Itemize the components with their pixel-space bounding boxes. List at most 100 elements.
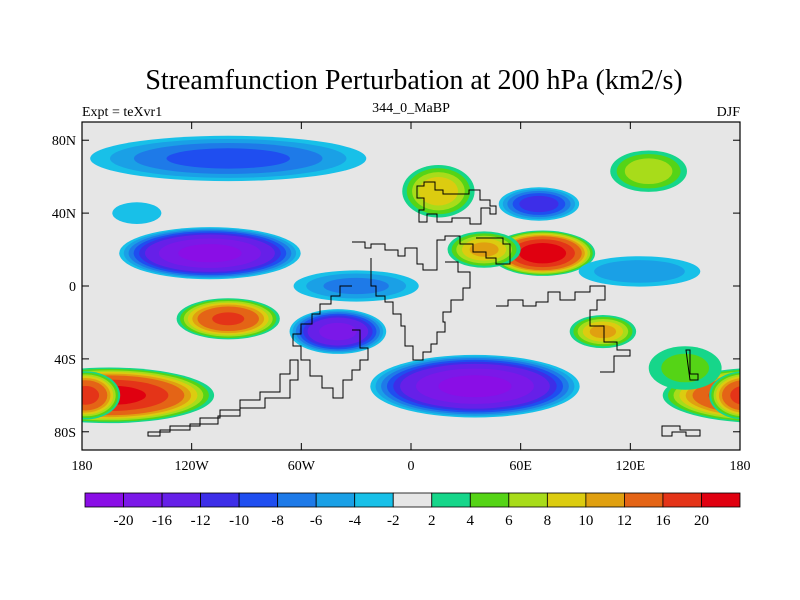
colorbar-swatch <box>200 492 240 508</box>
colorbar-swatch <box>315 492 356 508</box>
contour-band <box>624 158 673 185</box>
colorbar-swatch <box>662 492 702 508</box>
contour-feature-low-arctic <box>90 135 800 182</box>
coastline-antarctica <box>147 359 299 437</box>
colorbar-swatch <box>123 492 163 508</box>
x-tick-label: 180 <box>72 459 93 474</box>
colorbar-label: 6 <box>505 513 513 529</box>
x-tick-label: 60W <box>288 459 316 474</box>
contour-band <box>438 375 512 398</box>
contour-band <box>323 277 389 295</box>
colorbar-swatch <box>161 492 201 508</box>
plot-area <box>81 121 800 451</box>
colorbar-swatch <box>624 492 664 508</box>
x-tick-label: 120E <box>616 459 646 474</box>
colorbar: -20 -16 -12 -10 -8 -6 -4 -2 2 4 6 8 10 12 16 20 <box>84 492 741 529</box>
contour-band <box>661 353 710 383</box>
colorbar-swatch <box>354 492 394 508</box>
colorbar-swatch <box>84 492 124 508</box>
contour-feature-low-north-atlantic <box>112 202 162 224</box>
contour-band <box>212 312 245 326</box>
coastline-asia-indian <box>496 285 631 373</box>
contour-feature-low-central-asia <box>498 187 580 221</box>
contour-band <box>519 243 567 264</box>
contour-feature-high-se-pacific <box>176 298 280 340</box>
colorbar-swatch <box>238 492 279 508</box>
colorbar-label: -2 <box>387 513 400 529</box>
colorbar-swatch <box>585 492 625 508</box>
contour-feature-low-west-pacific <box>578 256 701 287</box>
contour-feature-high-indian-ocean <box>569 314 637 349</box>
y-tick-label: 80S <box>54 426 76 441</box>
contour-band <box>418 177 459 206</box>
colorbar-label: -8 <box>271 513 284 529</box>
coastline-north-africa-europe <box>352 235 511 271</box>
contour-feature-low-south-atlantic <box>370 354 580 418</box>
colorbar-label: 16 <box>655 513 671 529</box>
contour-feature-low-north-pacific <box>119 227 301 280</box>
contour-band <box>730 386 740 405</box>
center-label: 344_0_MaBP <box>372 101 450 116</box>
coastline-south-america <box>292 285 369 399</box>
coastline-nz <box>685 349 699 381</box>
coastline-layer <box>147 181 701 437</box>
y-tick-label: 40N <box>52 207 76 222</box>
contour-feature-high-siberia <box>610 150 687 192</box>
contour-band <box>748 136 800 181</box>
y-tick-label: 0 <box>69 280 76 295</box>
colorbar-label: 20 <box>694 513 709 529</box>
contour-band <box>319 322 357 341</box>
x-axis: 180 120W 60W 0 60E 120E 180 <box>72 122 751 474</box>
contour-band <box>178 244 242 263</box>
colorbar-label: -10 <box>229 513 249 529</box>
colorbar-label: -4 <box>348 513 361 529</box>
contour-band <box>594 260 685 283</box>
colorbar-swatch <box>508 492 548 508</box>
right-label: DJF <box>717 105 741 120</box>
colorbar-label: 8 <box>544 513 552 529</box>
contour-feature-high-east-pacific <box>648 346 722 390</box>
contour-band <box>721 380 740 411</box>
colorbar-label: 10 <box>578 513 593 529</box>
colorbar-swatch <box>469 492 510 508</box>
contour-feature-low-south-america <box>289 309 387 354</box>
contour-fill-layer <box>82 135 800 424</box>
contour-band <box>469 242 499 257</box>
contour-band <box>768 139 800 178</box>
coastline-europe <box>416 181 497 225</box>
colorbar-swatch <box>392 492 433 508</box>
x-tick-label: 120W <box>175 459 210 474</box>
contour-band <box>82 385 100 405</box>
y-tick-label: 80N <box>52 134 76 149</box>
colorbar-label: 2 <box>428 513 436 529</box>
chart-title: Streamfunction Perturbation at 200 hPa (… <box>145 65 682 96</box>
contour-band <box>519 195 559 213</box>
y-tick-label: 40S <box>54 353 76 368</box>
colorbar-swatch <box>431 492 471 508</box>
contour-band <box>589 324 617 339</box>
x-tick-label: 0 <box>408 459 415 474</box>
contour-feature-low-tropics <box>293 270 419 302</box>
colorbar-label: 12 <box>617 513 632 529</box>
x-tick-label: 60E <box>509 459 532 474</box>
colorbar-label: -12 <box>191 513 211 529</box>
colorbar-swatch <box>277 492 317 508</box>
left-label: Expt = teXvr1 <box>82 105 162 120</box>
colorbar-label: 4 <box>467 513 475 529</box>
contour-feature-high-mediterranean <box>402 165 475 218</box>
coastline-africa <box>370 258 471 361</box>
contour-band <box>166 148 290 169</box>
coastline-australia <box>661 425 701 437</box>
x-tick-label: 180 <box>730 459 751 474</box>
y-axis: 80N 40N 0 40S 80S <box>52 134 740 441</box>
contour-feature-high-far-east <box>82 371 740 420</box>
colorbar-label: -6 <box>310 513 323 529</box>
colorbar-swatch <box>701 492 741 508</box>
contour-band <box>792 143 800 174</box>
colorbar-label: -20 <box>114 513 134 529</box>
contour-band <box>730 388 740 402</box>
colorbar-label: -16 <box>152 513 172 529</box>
colorbar-swatch <box>546 492 587 508</box>
contour-band <box>112 202 162 224</box>
